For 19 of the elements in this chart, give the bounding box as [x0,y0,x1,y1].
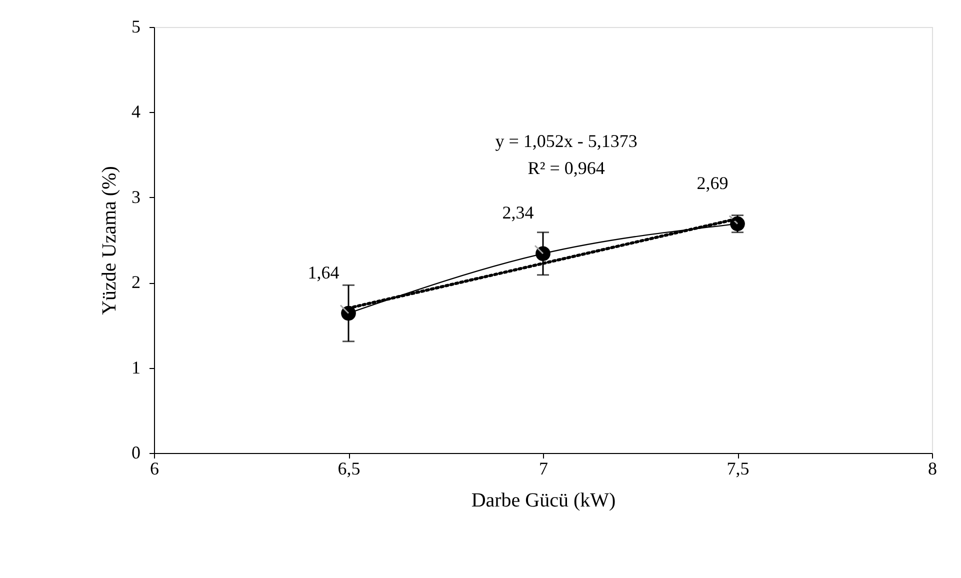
x-tick-label: 7 [539,458,548,478]
x-tick-label: 7,5 [726,458,750,478]
annotation: y = 1,052x - 5,1373 [495,131,638,152]
y-tick-label: 5 [132,16,140,36]
y-tick-label: 1 [132,357,140,378]
y-tick-label: 2 [132,272,140,292]
x-tick-label: 6,5 [338,458,360,478]
annotation: R² = 0,964 [528,158,605,178]
y-tick-label: 4 [132,102,140,122]
data-label: 2,69 [696,172,728,193]
y-axis-title: Yüzde Uzama (%) [98,166,120,315]
point [536,246,550,262]
y-tick-label: 3 [132,186,140,207]
data-label: 2,34 [502,202,534,223]
x-tick-label: 6 [150,458,159,478]
y-tick-label: 0 [132,442,140,462]
x-axis-title: Darbe Gücü (kW) [471,490,616,512]
x-tick-label: 8 [928,458,937,478]
data-label: 1,64 [308,262,340,282]
